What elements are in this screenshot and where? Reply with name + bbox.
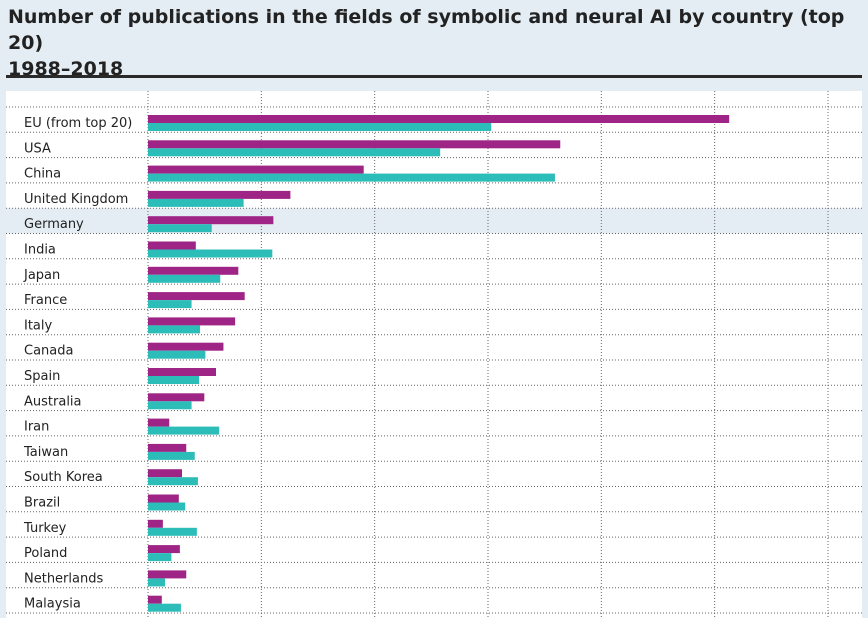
chart-title: Number of publications in the fields of … xyxy=(8,6,845,80)
bar-series-2 xyxy=(148,173,555,182)
bar-series-1 xyxy=(148,494,179,503)
bar-series-2 xyxy=(148,553,172,562)
bar-series-2 xyxy=(148,123,492,131)
category-label: Malaysia xyxy=(24,597,81,612)
category-label: Taiwan xyxy=(23,445,68,460)
category-label: South Korea xyxy=(24,470,103,485)
bar-series-2 xyxy=(148,578,165,587)
bar-series-1 xyxy=(148,519,163,528)
category-label: Australia xyxy=(24,394,82,409)
bar-series-2 xyxy=(148,300,192,309)
bar-series-2 xyxy=(148,502,186,511)
bar-series-2 xyxy=(148,198,244,207)
bar-series-2 xyxy=(148,224,212,233)
bar-series-1 xyxy=(148,165,364,174)
category-label: Spain xyxy=(24,369,60,384)
bar-series-1 xyxy=(148,115,730,123)
bar-series-1 xyxy=(148,140,561,149)
category-label: United Kingdom xyxy=(24,192,128,207)
title-rule xyxy=(6,75,862,78)
bar-series-1 xyxy=(148,595,162,604)
bar-series-1 xyxy=(148,241,196,250)
category-label: USA xyxy=(24,141,51,156)
category-label: Italy xyxy=(24,318,53,333)
bar-series-1 xyxy=(148,418,170,427)
category-label: Japan xyxy=(23,268,60,283)
bar-series-1 xyxy=(148,570,187,579)
category-label: EU (from top 20) xyxy=(24,116,132,131)
bar-series-1 xyxy=(148,317,236,326)
title-block: Number of publications in the fields of … xyxy=(8,4,858,82)
category-label: China xyxy=(24,167,61,182)
category-label: Poland xyxy=(24,546,67,561)
bar-series-2 xyxy=(148,274,221,283)
category-label: Germany xyxy=(24,217,84,232)
bar-series-2 xyxy=(148,603,181,612)
category-label: France xyxy=(24,293,67,308)
bar-series-1 xyxy=(148,469,182,478)
category-label: India xyxy=(24,243,56,258)
bar-series-1 xyxy=(148,342,224,351)
bar-series-1 xyxy=(148,368,216,376)
category-label: Brazil xyxy=(24,496,60,511)
bar-series-2 xyxy=(148,325,201,334)
bar-series-1 xyxy=(148,393,205,402)
category-label: Netherlands xyxy=(24,571,103,586)
highlighted-row xyxy=(6,208,862,234)
category-label: Iran xyxy=(24,420,49,435)
bar-series-2 xyxy=(148,350,206,359)
bar-series-2 xyxy=(148,148,441,157)
bar-series-1 xyxy=(148,443,187,452)
bar-series-1 xyxy=(148,266,239,275)
bar-series-1 xyxy=(148,545,180,554)
bar-series-2 xyxy=(148,249,273,258)
bar-series-2 xyxy=(148,401,192,410)
bar-series-1 xyxy=(148,216,274,225)
bar-series-1 xyxy=(148,292,245,301)
category-label: Canada xyxy=(24,344,73,359)
bar-series-2 xyxy=(148,477,198,486)
bar-series-2 xyxy=(148,426,220,435)
bar-series-2 xyxy=(148,376,199,384)
category-label: Turkey xyxy=(23,521,67,536)
plot-area xyxy=(6,91,862,618)
bar-series-2 xyxy=(148,451,195,460)
bar-series-1 xyxy=(148,190,291,199)
bar-series-2 xyxy=(148,527,197,536)
